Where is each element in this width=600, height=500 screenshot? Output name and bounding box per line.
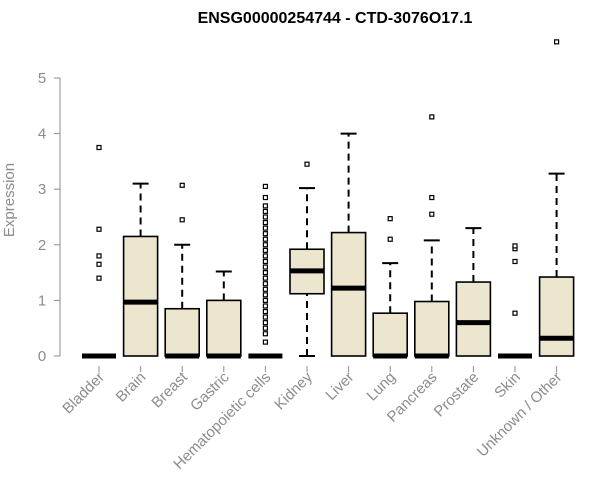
outlier-point — [96, 144, 102, 151]
box-group — [498, 243, 532, 359]
outlier-point — [262, 292, 268, 298]
box-group — [206, 270, 242, 359]
box-iqr — [538, 276, 575, 357]
outlier-point — [96, 261, 102, 267]
outlier-point — [262, 214, 268, 220]
outlier-point — [262, 225, 268, 231]
x-tick-label: Prostate — [431, 369, 483, 421]
box-group — [122, 182, 159, 357]
box-group — [413, 114, 450, 359]
outlier-point — [179, 217, 185, 223]
box-iqr — [372, 312, 409, 357]
outlier-point — [262, 297, 268, 303]
y-tick-label: 1 — [38, 292, 46, 309]
outlier-point — [262, 242, 268, 248]
box-iqr — [122, 235, 159, 357]
outlier-point — [262, 320, 268, 326]
outlier-point — [262, 183, 268, 190]
box-iqr — [206, 299, 242, 357]
outlier-point — [262, 203, 268, 209]
outlier-point — [262, 236, 268, 242]
outlier-point — [262, 231, 268, 237]
y-axis-label: Expression — [1, 163, 18, 237]
box-group — [289, 161, 325, 357]
outlier-point — [262, 331, 268, 337]
x-tick-label: Kidney — [271, 368, 316, 413]
y-tick-label: 2 — [38, 237, 46, 254]
box-group — [248, 183, 283, 359]
box-iqr — [455, 281, 492, 357]
box-iqr — [164, 307, 200, 357]
y-tick-label: 0 — [38, 348, 46, 365]
outlier-point — [512, 243, 518, 249]
outlier-point — [262, 314, 268, 320]
outlier-point — [262, 270, 268, 276]
outlier-point — [96, 253, 102, 259]
chart-title: ENSG00000254744 - CTD-3076O17.1 — [198, 10, 473, 27]
x-tick-label: Liver — [322, 369, 357, 404]
box-iqr — [330, 231, 367, 357]
outlier-point — [262, 247, 268, 253]
outlier-point — [262, 303, 268, 309]
box-group — [455, 227, 492, 357]
y-tick-label: 4 — [38, 126, 46, 143]
outlier-point — [96, 275, 102, 281]
box-group — [538, 39, 575, 357]
outlier-point — [262, 208, 268, 215]
y-tick-label: 5 — [38, 70, 46, 87]
outlier-point — [262, 286, 268, 292]
outlier-point — [262, 219, 268, 226]
outlier-point — [96, 226, 102, 232]
outlier-point — [429, 114, 435, 120]
outlier-point — [262, 275, 268, 281]
outlier-point — [553, 39, 560, 45]
outlier-point — [262, 308, 268, 315]
outlier-point — [262, 339, 268, 345]
y-tick-label: 3 — [38, 181, 46, 198]
outlier-point — [262, 325, 268, 331]
box-series — [82, 39, 575, 359]
x-tick-label: Lung — [363, 369, 399, 405]
y-axis: 0 1 2 3 4 5 — [38, 70, 61, 365]
x-tick-label: Skin — [491, 369, 524, 402]
outlier-point — [387, 236, 393, 242]
outlier-point — [304, 161, 310, 167]
outlier-point — [262, 253, 268, 259]
outlier-point — [262, 258, 268, 265]
x-tick-label: Breast — [148, 368, 191, 411]
outlier-point — [512, 258, 518, 265]
box-group — [82, 144, 116, 359]
outlier-point — [179, 182, 185, 188]
box-group — [164, 182, 200, 359]
outlier-point — [387, 216, 393, 222]
x-tick-label: Bladder — [59, 369, 108, 418]
x-tick-label: Brain — [113, 369, 150, 406]
outlier-point — [262, 281, 268, 287]
outlier-point — [429, 211, 435, 217]
box-group — [330, 132, 367, 357]
outlier-point — [429, 194, 435, 201]
outlier-point — [262, 264, 268, 270]
box-iqr — [413, 300, 450, 357]
box-group — [372, 216, 409, 359]
outlier-point — [512, 310, 518, 316]
outlier-point — [262, 194, 268, 201]
